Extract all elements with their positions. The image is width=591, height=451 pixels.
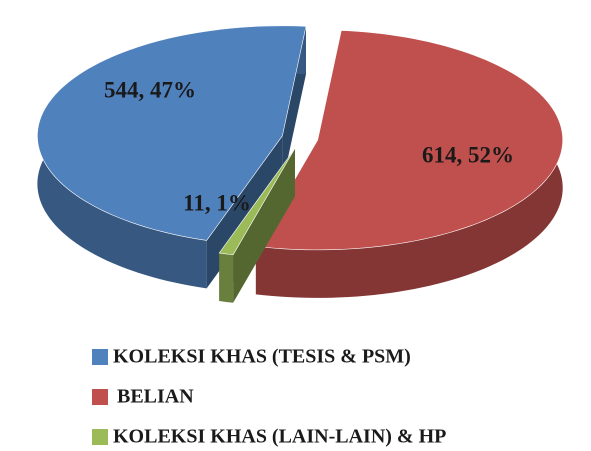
legend-swatch — [92, 349, 108, 365]
slice-top — [218, 148, 296, 256]
data-label: 11, 1% — [183, 190, 251, 215]
data-label: 614, 52% — [422, 142, 514, 167]
data-label: 544, 47% — [104, 77, 196, 102]
slice-top — [37, 25, 307, 241]
legend-label: BELIAN — [117, 386, 194, 408]
slice-wall — [219, 252, 234, 303]
legend-swatch — [92, 389, 108, 405]
legend-label: KOLEKSI KHAS (TESIS & PSM) — [113, 346, 411, 368]
slice-top — [255, 30, 563, 251]
slice-side — [219, 148, 295, 301]
legend-label: KOLEKSI KHAS (LAIN-LAIN) & HP — [113, 426, 446, 448]
pie-slice — [255, 30, 563, 298]
pie-slice — [218, 148, 296, 303]
legend-swatch — [92, 429, 108, 445]
